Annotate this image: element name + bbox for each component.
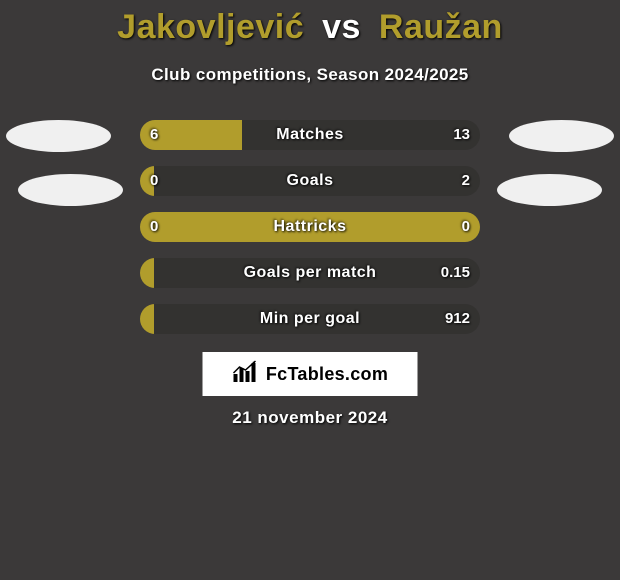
stat-right-value: 2 xyxy=(452,166,480,196)
stat-left-value: 0 xyxy=(140,212,168,242)
stat-bar-row: 613Matches xyxy=(140,120,480,150)
stat-bar-right xyxy=(154,166,480,196)
stat-right-value: 13 xyxy=(443,120,480,150)
stat-bars: 613Matches02Goals00Hattricks0.15Goals pe… xyxy=(140,120,480,350)
subtitle: Club competitions, Season 2024/2025 xyxy=(0,65,620,85)
stat-left-value xyxy=(140,258,160,288)
stat-left-value: 0 xyxy=(140,166,168,196)
stat-right-value: 0 xyxy=(452,212,480,242)
player2-name: Raužan xyxy=(379,8,503,46)
stat-left-value xyxy=(140,304,160,334)
date-label: 21 november 2024 xyxy=(0,408,620,428)
branding-text: FcTables.com xyxy=(266,364,388,385)
stat-bar-row: 912Min per goal xyxy=(140,304,480,334)
bar-chart-icon xyxy=(232,360,258,389)
stat-bar-right xyxy=(154,304,480,334)
stat-bar-row: 0.15Goals per match xyxy=(140,258,480,288)
stat-left-value: 6 xyxy=(140,120,168,150)
player2-avatar xyxy=(497,174,602,206)
player2-avatar xyxy=(509,120,614,152)
stat-bar-left xyxy=(140,212,480,242)
stat-right-value: 0.15 xyxy=(431,258,480,288)
player1-avatar xyxy=(6,120,111,152)
player1-name: Jakovljević xyxy=(117,8,304,46)
branding-badge: FcTables.com xyxy=(203,352,418,396)
stat-right-value: 912 xyxy=(435,304,480,334)
stat-bar-row: 02Goals xyxy=(140,166,480,196)
stat-bar-row: 00Hattricks xyxy=(140,212,480,242)
player1-avatar xyxy=(18,174,123,206)
comparison-title: Jakovljević vs Raužan xyxy=(0,0,620,47)
vs-label: vs xyxy=(322,8,361,46)
